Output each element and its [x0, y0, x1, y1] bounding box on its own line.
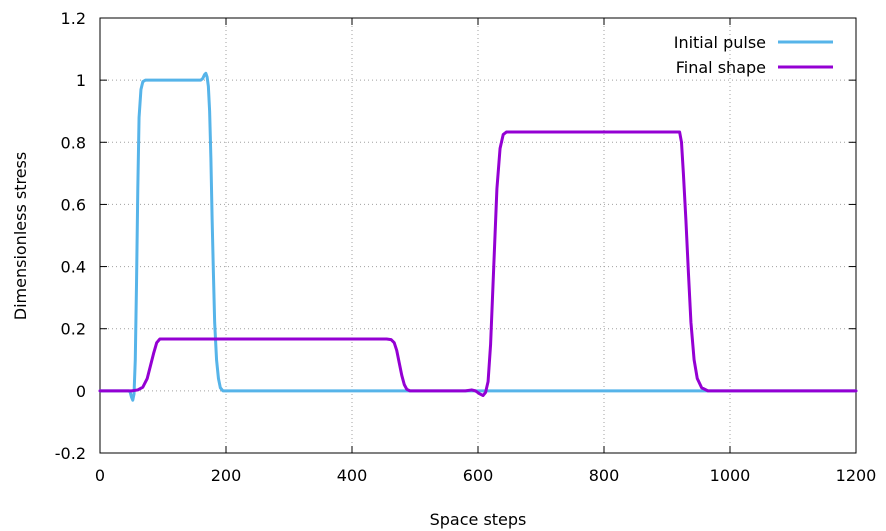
legend-label: Initial pulse [674, 33, 766, 52]
axis-ticks [99, 17, 857, 454]
x-tick-labels: 0 200 400 600 800 1000 1200 [95, 466, 876, 485]
x-tick-label: 1000 [710, 466, 751, 485]
series-line-0 [98, 71, 858, 402]
y-tick-label: 0 [76, 382, 86, 401]
x-tick-label: 600 [463, 466, 494, 485]
y-axis-title: Dimensionless stress [11, 152, 30, 320]
y-tick-label: 1.2 [61, 9, 86, 28]
y-tick-labels: -0.2 0 0.2 0.4 0.6 0.8 1 1.2 [55, 9, 86, 463]
series-lines [98, 71, 858, 402]
x-tick-label: 200 [211, 466, 242, 485]
y-tick-label: 0.6 [61, 195, 86, 214]
x-tick-label: 800 [589, 466, 620, 485]
y-tick-label: 0.4 [61, 258, 86, 277]
y-tick-label: 0.2 [61, 320, 86, 339]
legend: Initial pulse Final shape [674, 33, 833, 77]
x-tick-label: 400 [337, 466, 368, 485]
x-tick-label: 1200 [836, 466, 877, 485]
x-axis-title: Space steps [430, 510, 527, 529]
y-tick-label: 1 [76, 71, 86, 90]
y-tick-label: -0.2 [55, 444, 86, 463]
series-line-1 [98, 130, 858, 398]
grid-lines [100, 18, 856, 453]
legend-label: Final shape [676, 58, 766, 77]
x-tick-label: 0 [95, 466, 105, 485]
y-tick-label: 0.8 [61, 133, 86, 152]
